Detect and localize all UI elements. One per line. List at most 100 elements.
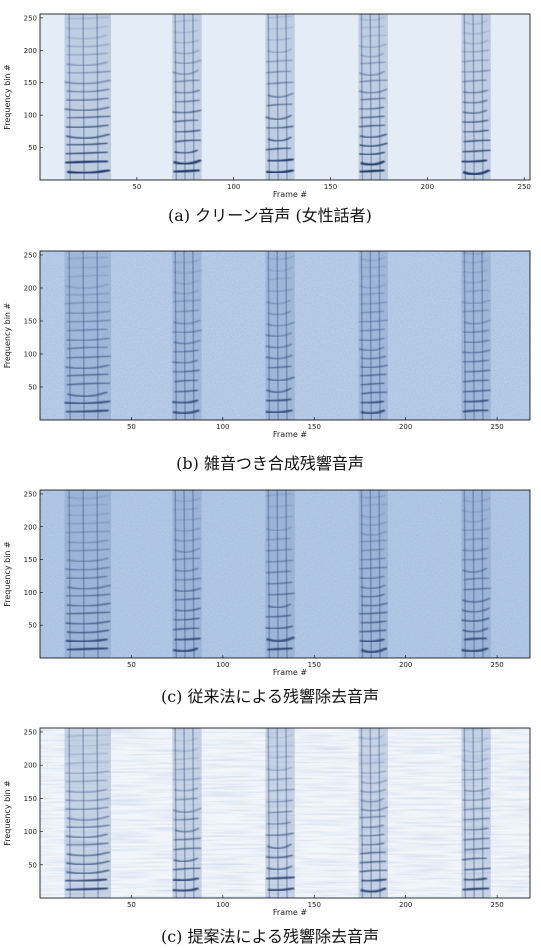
- onset-streak: [482, 251, 483, 420]
- onset-streak: [69, 251, 70, 420]
- y-tick-label: 200: [24, 47, 37, 55]
- onset-streak: [473, 490, 474, 658]
- y-tick-label: 150: [24, 556, 37, 564]
- x-tick-label: 150: [324, 183, 337, 191]
- x-axis-label: Frame #: [273, 668, 307, 677]
- onset-streak: [193, 14, 194, 180]
- onset-streak: [361, 728, 362, 898]
- x-tick-label: 50: [132, 183, 141, 191]
- onset-streak: [473, 14, 474, 180]
- y-tick-label: 50: [28, 144, 37, 152]
- onset-streak: [379, 728, 380, 898]
- onset-streak: [83, 728, 84, 898]
- onset-streak: [83, 251, 84, 420]
- onset-streak: [464, 251, 465, 420]
- onset-streak: [97, 14, 98, 180]
- y-tick-label: 50: [28, 622, 37, 630]
- x-tick-label: 150: [308, 661, 321, 669]
- y-tick-label: 200: [24, 284, 37, 292]
- spectrogram-image: [40, 250, 530, 420]
- onset-streak: [184, 251, 185, 420]
- onset-streak: [69, 14, 70, 180]
- x-tick-label: 200: [399, 423, 412, 431]
- x-axis-label: Frame #: [273, 190, 307, 199]
- onset-streak: [97, 251, 98, 420]
- onset-streak: [286, 490, 287, 658]
- x-tick-label: 250: [490, 661, 503, 669]
- spectrogram-image: [40, 490, 530, 658]
- y-axis-label: Frequency bin #: [3, 302, 12, 368]
- y-tick-label: 100: [24, 112, 37, 120]
- onset-streak: [361, 251, 362, 420]
- spectrogram-panel: 50 100 150 200 250 50 100 150 200 250 Frame # Frequ…: [3, 250, 530, 473]
- onset-streak: [69, 728, 70, 898]
- caption: (b) 雑音つき合成残響音声: [176, 454, 364, 473]
- x-tick-label: 50: [127, 423, 136, 431]
- x-tick-label: 200: [421, 183, 434, 191]
- onset-streak: [379, 251, 380, 420]
- y-axis-label: Frequency bin #: [3, 780, 12, 846]
- x-axis-label: Frame #: [273, 908, 307, 917]
- onset-streak: [175, 490, 176, 658]
- caption: (c) 従来法による残響除去音声: [161, 687, 379, 706]
- y-tick-label: 150: [24, 79, 37, 87]
- onset-streak: [97, 728, 98, 898]
- onset-streak: [175, 14, 176, 180]
- y-tick-label: 50: [28, 861, 37, 869]
- onset-streak: [370, 728, 371, 898]
- y-tick-label: 150: [24, 317, 37, 325]
- y-tick-label: 50: [28, 383, 37, 391]
- y-tick-label: 100: [24, 589, 37, 597]
- onset-streak: [361, 490, 362, 658]
- onset-streak: [464, 14, 465, 180]
- onset-streak: [268, 490, 269, 658]
- onset-streak: [193, 251, 194, 420]
- caption: (c) 提案法による残響除去音声: [161, 927, 379, 946]
- y-tick-label: 200: [24, 762, 37, 770]
- x-tick-label: 100: [216, 661, 229, 669]
- x-tick-label: 100: [216, 423, 229, 431]
- figure: 50 100 150 200 250 50 100 150 200 250 Frame # Frequ…: [0, 0, 541, 948]
- onset-streak: [277, 251, 278, 420]
- onset-streak: [193, 728, 194, 898]
- onset-streak: [69, 490, 70, 658]
- onset-streak: [184, 490, 185, 658]
- onset-streak: [97, 490, 98, 658]
- x-tick-label: 50: [127, 661, 136, 669]
- onset-streak: [464, 490, 465, 658]
- x-tick-label: 250: [490, 423, 503, 431]
- onset-streak: [379, 490, 380, 658]
- x-tick-label: 150: [308, 423, 321, 431]
- y-axis-label: Frequency bin #: [3, 64, 12, 130]
- onset-streak: [83, 490, 84, 658]
- x-tick-label: 250: [518, 183, 531, 191]
- onset-streak: [473, 251, 474, 420]
- x-tick-label: 100: [216, 901, 229, 909]
- onset-streak: [379, 14, 380, 180]
- onset-streak: [83, 14, 84, 180]
- y-tick-label: 250: [24, 14, 37, 22]
- x-tick-label: 150: [308, 901, 321, 909]
- x-tick-label: 200: [399, 901, 412, 909]
- y-axis-label: Frequency bin #: [3, 541, 12, 607]
- onset-streak: [286, 251, 287, 420]
- onset-streak: [277, 728, 278, 898]
- onset-streak: [193, 490, 194, 658]
- y-tick-label: 250: [24, 251, 37, 259]
- spectrogram-image: [40, 14, 530, 180]
- spectrogram-panel: 5010015020025050100150200250Frame #Frequ…: [3, 728, 530, 946]
- y-tick-label: 250: [24, 490, 37, 498]
- y-tick-label: 200: [24, 523, 37, 531]
- y-tick-label: 100: [24, 350, 37, 358]
- onset-streak: [277, 14, 278, 180]
- onset-streak: [370, 14, 371, 180]
- x-tick-label: 250: [490, 901, 503, 909]
- x-tick-label: 50: [127, 901, 136, 909]
- onset-streak: [370, 490, 371, 658]
- x-axis-label: Frame #: [273, 430, 307, 439]
- onset-streak: [268, 728, 269, 898]
- y-tick-label: 100: [24, 828, 37, 836]
- onset-streak: [464, 728, 465, 898]
- onset-streak: [286, 728, 287, 898]
- onset-streak: [277, 490, 278, 658]
